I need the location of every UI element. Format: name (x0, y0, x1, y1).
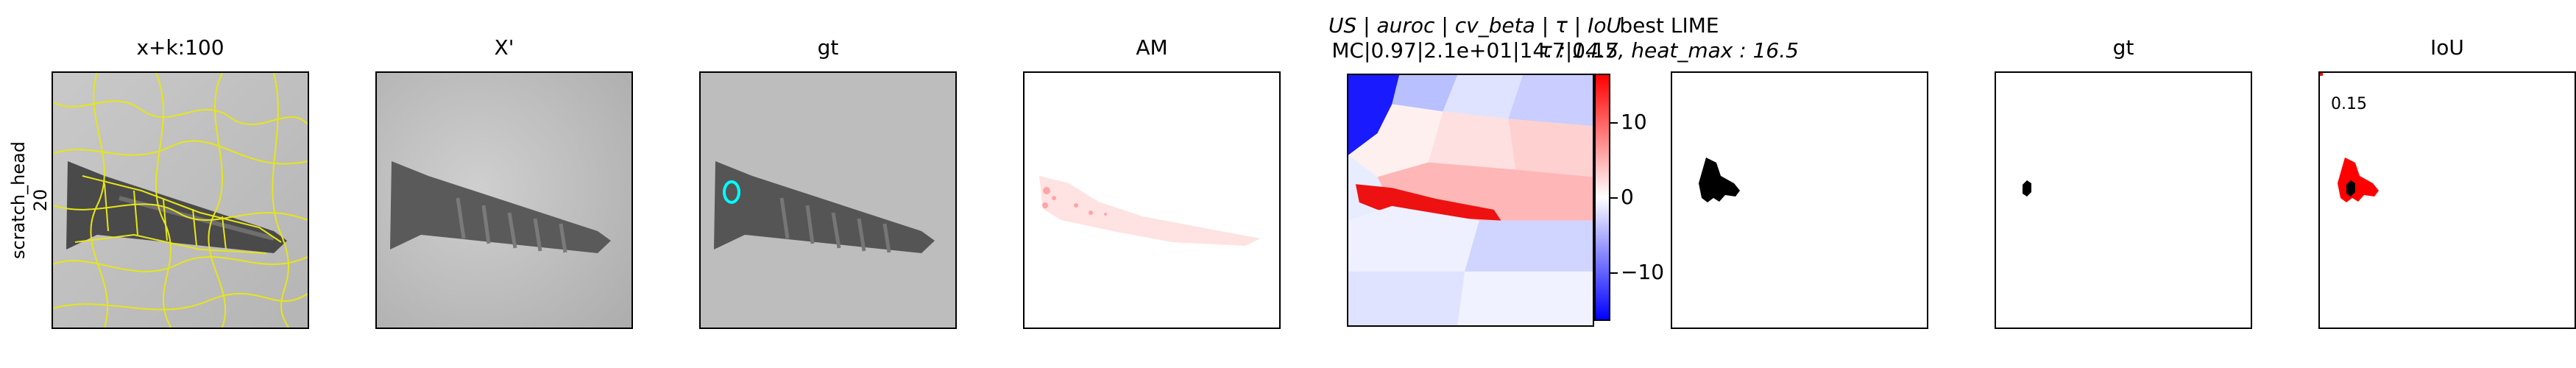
colorbar-label-10: 10 (1621, 110, 1647, 134)
row-label-index: 20 (30, 188, 51, 212)
panel-iou: 0.15 (2318, 71, 2576, 329)
panel-reconstruction (375, 71, 633, 329)
panel-title-anomaly-map: AM (1136, 35, 1168, 60)
panel-gt-mask (1995, 71, 2252, 329)
panel-title-heatmap-line1: US | auroc | cv_beta | τ | IoU (1328, 13, 1622, 38)
colorbar-label-neg10: −10 (1621, 260, 1665, 284)
gt-mask-region (2023, 180, 2031, 197)
gt-region-outline (723, 180, 740, 204)
iou-overlay-image (2320, 73, 2575, 328)
panel-title-reconstruction: X' (494, 35, 514, 60)
panel-heatmap (1347, 74, 1594, 327)
strong-positive-region (1355, 184, 1501, 221)
panel-title-iou: IoU (2430, 35, 2464, 60)
colorbar-tick-10 (1610, 122, 1618, 124)
panel-title-heatmap: US | auroc | cv_beta | τ | IoU MC|0.97|2… (1306, 13, 1644, 63)
panel-title-ground-truth: gt (817, 35, 839, 60)
row-label: scratch_head 20 (7, 141, 52, 259)
row-label-name: scratch_head (8, 141, 29, 259)
panel-title-gt-mask: gt (2112, 35, 2134, 60)
colorbar-label-0: 0 (1621, 185, 1634, 209)
iou-overlap-region (2346, 180, 2355, 197)
panel-title-best-lime-line1: best LIME (1619, 13, 1719, 38)
lime-mask-image (1672, 73, 1927, 328)
strong-negative-region (1348, 75, 1400, 155)
superpixel-edges (53, 73, 308, 328)
screw-gt-overlay-image (701, 73, 955, 328)
panel-title-best-lime-line2: τ : 14.7, heat_max : 16.5 (1540, 38, 1799, 63)
iou-value-label: 0.15 (2331, 95, 2367, 113)
heatmap-colorbar (1594, 74, 1610, 321)
screw-superpixel-image (53, 73, 308, 328)
anomaly-map-image (1025, 73, 1279, 328)
screw-reconstruction-image (377, 73, 631, 328)
panel-anomaly-map (1023, 71, 1281, 329)
panel-title-heatmap-line2: MC|0.97|2.1e+01|14.7|0.15 (1331, 38, 1618, 63)
panel-ground-truth-overlay (699, 71, 957, 329)
panel-best-lime (1671, 71, 1928, 329)
colorbar-tick-0 (1610, 197, 1618, 199)
panel-title-input-superpixels: x+k:100 (136, 35, 224, 60)
panel-title-best-lime: best LIME τ : 14.7, heat_max : 16.5 (1500, 13, 1839, 63)
superpixel-heatmap-image (1348, 75, 1593, 325)
panel-input-superpixels (52, 71, 309, 329)
colorbar-tick-neg10 (1610, 272, 1618, 274)
lime-mask-region (1699, 158, 1740, 202)
gt-mask-image (1996, 73, 2251, 328)
